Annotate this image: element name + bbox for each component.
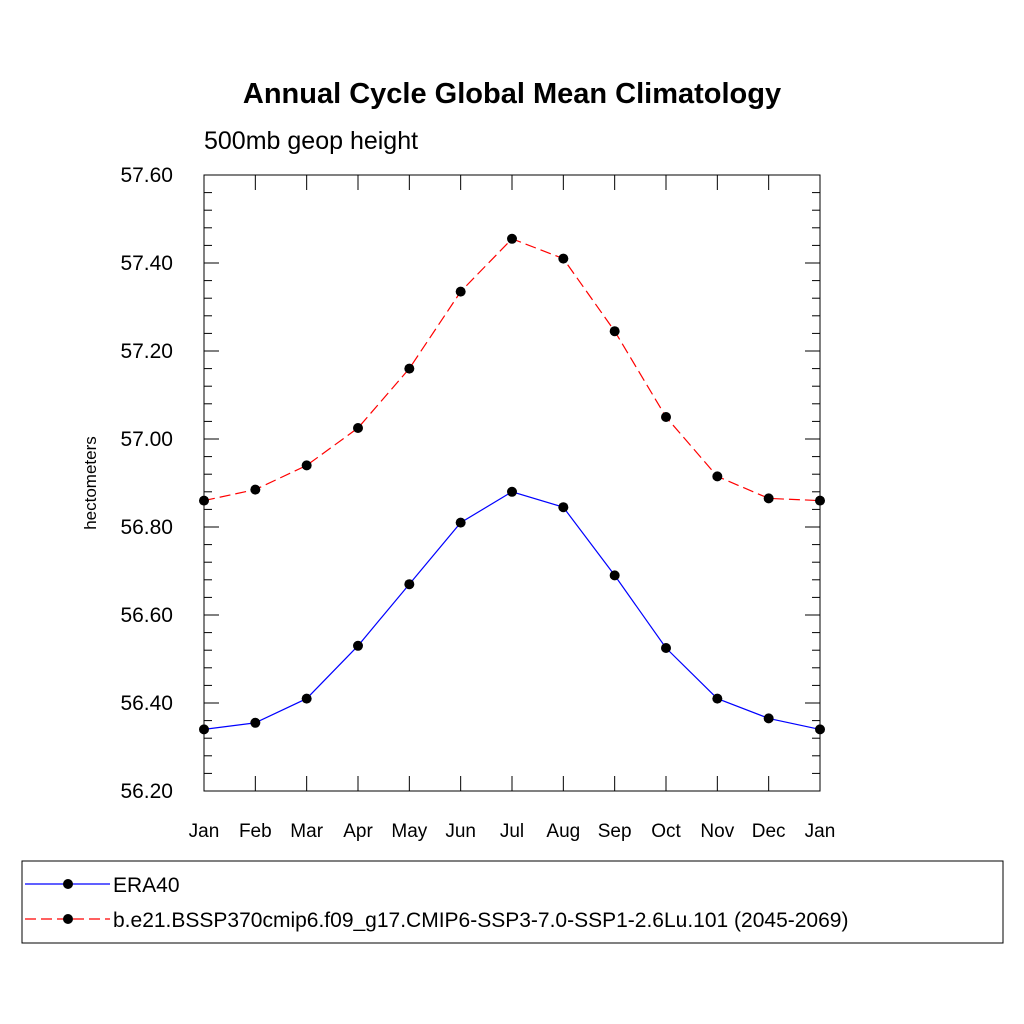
y-tick-labels: 56.20 56.40 56.60 56.80 57.00 57.20 57.40 57.60 <box>120 164 173 803</box>
y-tick-label: 56.60 <box>120 604 173 627</box>
series-0-point <box>763 713 774 724</box>
y-tick-label: 57.00 <box>120 428 173 451</box>
series-0-point <box>404 579 415 590</box>
series-layer <box>199 233 825 735</box>
series-0-point <box>661 643 671 653</box>
y-tick-label: 57.20 <box>120 340 173 363</box>
x-tick-label: Nov <box>700 821 734 842</box>
series-1-point <box>609 326 620 337</box>
series-0-point <box>712 693 723 704</box>
y-tick-label: 56.80 <box>120 516 173 539</box>
series-0-point <box>353 640 363 651</box>
axis-ticks <box>203 174 821 792</box>
y-tick-label: 56.40 <box>120 692 173 715</box>
series-1-point <box>661 412 671 422</box>
x-tick-label: Jun <box>445 821 476 842</box>
y-tick-label: 56.20 <box>120 780 173 803</box>
chart-title: Annual Cycle Global Mean Climatology <box>243 78 781 110</box>
x-tick-labels: Jan Feb Mar Apr May Jun Jul Aug Sep Oct Nov Dec Jan <box>189 821 836 842</box>
y-axis-label: hectometers <box>81 436 100 530</box>
x-tick-label: Sep <box>598 821 632 842</box>
series-0-point <box>455 517 466 528</box>
plot-frame <box>203 174 821 792</box>
series-1-point <box>815 495 825 506</box>
x-tick-label: Dec <box>752 821 786 842</box>
x-tick-label: Jan <box>189 821 220 842</box>
series-0-point <box>301 693 312 704</box>
series-1-point <box>455 286 466 297</box>
x-tick-label: Apr <box>343 821 373 842</box>
y-tick-label: 57.60 <box>120 164 173 187</box>
x-tick-label: Oct <box>651 821 681 842</box>
series-1-point <box>353 423 363 433</box>
y-tick-label: 57.40 <box>120 252 173 275</box>
x-tick-label: Jul <box>500 821 524 842</box>
series-0-point <box>558 502 569 513</box>
x-tick-label: Feb <box>239 821 272 842</box>
legend: ERA40 b.e21.BSSP370cmip6.f09_g17.CMIP6-SS… <box>25 874 848 932</box>
series-1-point <box>558 253 569 264</box>
series-0-point <box>250 717 261 728</box>
series-1-point <box>250 484 261 495</box>
series-0-point <box>507 486 517 497</box>
series-0-point <box>609 570 620 581</box>
series-line-0 <box>203 491 821 730</box>
series-1-point <box>301 460 312 471</box>
chart-subtitle: 500mb geop height <box>204 127 418 155</box>
x-tick-label: Jan <box>805 821 836 842</box>
x-tick-label: May <box>391 821 427 842</box>
series-1-point <box>763 493 774 504</box>
series-0-point <box>815 724 825 735</box>
legend-marker-1 <box>63 914 73 924</box>
legend-box <box>21 860 1004 944</box>
legend-label-1: b.e21.BSSP370cmip6.f09_g17.CMIP6-SSP3-7.… <box>113 909 848 932</box>
legend-label-0: ERA40 <box>113 874 180 897</box>
x-tick-label: Mar <box>290 821 323 842</box>
series-1-point <box>199 495 209 506</box>
series-0-point <box>199 724 209 735</box>
legend-marker-0 <box>63 879 73 889</box>
series-1-point <box>507 233 517 244</box>
series-1-point <box>712 471 723 482</box>
x-tick-label: Aug <box>546 821 580 842</box>
series-1-point <box>404 363 415 374</box>
series-line-1 <box>203 238 821 502</box>
